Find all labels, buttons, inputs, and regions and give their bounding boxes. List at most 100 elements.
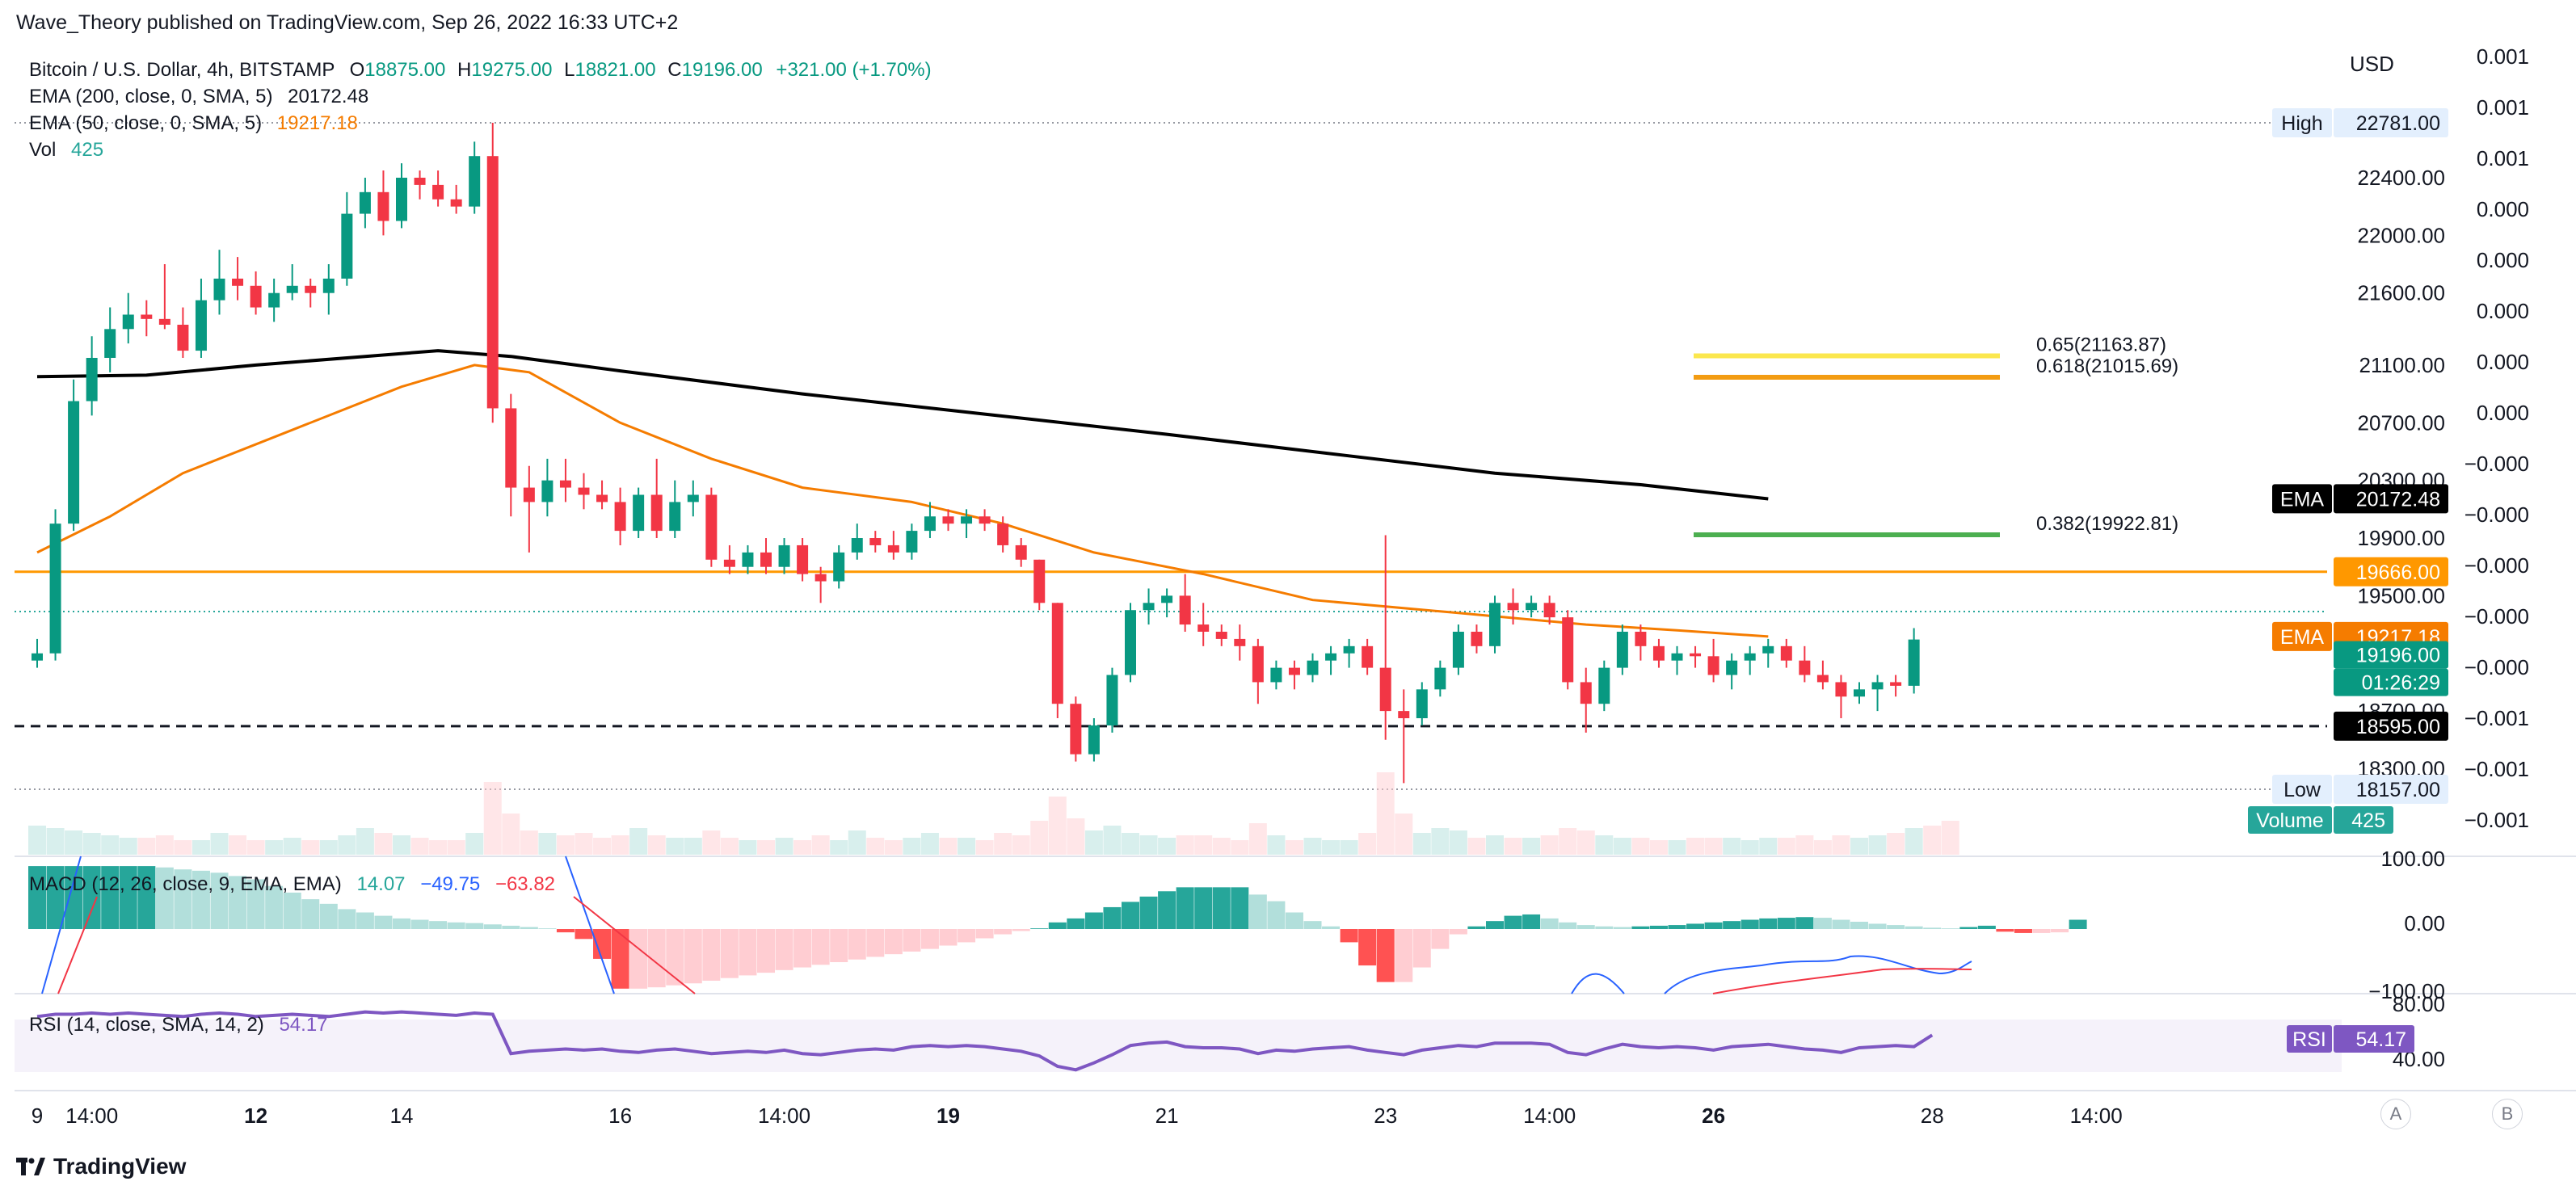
volume-bars bbox=[28, 772, 1959, 855]
time-tick: 16 bbox=[608, 1104, 632, 1128]
open-value: 18875.00 bbox=[364, 59, 445, 81]
macd-hist-bar bbox=[848, 929, 866, 960]
high-value: 19275.00 bbox=[471, 59, 552, 81]
auto-scale-button[interactable]: A bbox=[2380, 1099, 2411, 1129]
rsi-line bbox=[36, 1010, 1934, 1072]
countdown-tag: 01:26:29 bbox=[2362, 672, 2440, 695]
macd-hist-bar bbox=[229, 876, 247, 929]
candle-body bbox=[1143, 603, 1155, 611]
right-scale-tick: −0.000 bbox=[2464, 502, 2529, 527]
macd-hist-value: 14.07 bbox=[356, 873, 405, 895]
orange-level-tag-bg bbox=[2334, 557, 2448, 586]
candle-body bbox=[1652, 645, 1665, 661]
macd-hist-bar bbox=[429, 921, 448, 929]
ema200-line bbox=[36, 349, 1769, 501]
macd-hist-bar bbox=[1887, 925, 1905, 929]
candle-body bbox=[997, 523, 1009, 545]
price-tick: 19900.00 bbox=[2358, 526, 2445, 550]
macd-hist-bar bbox=[556, 929, 575, 933]
candle-body bbox=[1325, 653, 1337, 661]
macd-hist-bar bbox=[1668, 925, 1686, 929]
macd-hist-bar bbox=[28, 866, 46, 929]
low-tag-label-bg bbox=[2272, 775, 2332, 804]
volume-bar bbox=[958, 838, 976, 855]
high-tag-value: 22781.00 bbox=[2356, 112, 2440, 135]
candle-body bbox=[942, 516, 954, 524]
macd-hist-bar bbox=[65, 866, 83, 929]
candle-body bbox=[760, 552, 772, 567]
candle-body bbox=[1598, 667, 1610, 704]
price-tick: 19500.00 bbox=[2358, 583, 2445, 608]
right-scale-tick: −0.001 bbox=[2464, 706, 2529, 730]
candle-body bbox=[1434, 667, 1446, 690]
time-tick: 28 bbox=[1921, 1104, 1944, 1128]
macd-hist-bar bbox=[1012, 929, 1030, 931]
volume-bar bbox=[830, 840, 848, 855]
price-tick: 21600.00 bbox=[2358, 281, 2445, 305]
candle-body bbox=[1307, 660, 1319, 675]
volume-bar bbox=[1559, 828, 1577, 855]
right-scale-tick: 0.001 bbox=[2477, 95, 2529, 120]
macd-hist-bar bbox=[1395, 929, 1413, 982]
candle-body bbox=[1362, 645, 1374, 668]
macd-hist-bar bbox=[1212, 887, 1231, 929]
volume-bar bbox=[265, 840, 284, 855]
candle-body bbox=[377, 191, 389, 221]
right-scale-tick: −0.001 bbox=[2464, 808, 2529, 832]
brand-name: TradingView bbox=[53, 1154, 187, 1179]
volume-bar bbox=[1868, 835, 1887, 855]
volume-bar bbox=[1303, 838, 1322, 855]
macd-hist-bar bbox=[1231, 887, 1249, 929]
tradingview-brand[interactable]: TradingView bbox=[16, 1154, 186, 1179]
macd-hist-bar bbox=[1303, 921, 1322, 929]
macd-hist-bar bbox=[1340, 929, 1358, 943]
volume-bar bbox=[192, 840, 210, 855]
macd-hist-bar bbox=[647, 929, 666, 988]
candle-body bbox=[49, 523, 61, 654]
macd-hist-bar bbox=[1084, 912, 1103, 929]
candle-body bbox=[1088, 725, 1100, 755]
candle-body bbox=[1252, 645, 1264, 683]
macd-hist-bar bbox=[702, 929, 721, 981]
log-scale-button[interactable]: B bbox=[2492, 1099, 2523, 1129]
tradingview-logo-icon bbox=[16, 1158, 45, 1175]
macd-hist-bar bbox=[884, 929, 903, 955]
candle-body bbox=[213, 278, 225, 301]
volume-bar bbox=[1686, 838, 1705, 855]
volume-bar bbox=[1467, 838, 1486, 855]
volume-bar bbox=[283, 838, 301, 855]
candle-body bbox=[1835, 682, 1847, 697]
candle-body bbox=[1562, 617, 1574, 683]
candle-body bbox=[887, 544, 899, 553]
macd-hist-bar bbox=[465, 923, 484, 929]
volume-bar bbox=[1395, 814, 1413, 855]
horizontal-levels bbox=[15, 570, 2327, 728]
ema50-legend-value: 19217.18 bbox=[277, 112, 358, 134]
candle-body bbox=[1780, 645, 1792, 661]
volume-bar bbox=[1486, 835, 1504, 855]
time-tick: 19 bbox=[937, 1104, 960, 1128]
candle-body bbox=[414, 177, 426, 185]
macd-line bbox=[41, 856, 82, 994]
macd-hist-bar bbox=[174, 869, 192, 929]
volume-bar bbox=[483, 782, 502, 855]
macd-hist-bar bbox=[1759, 918, 1778, 929]
volume-bar bbox=[739, 840, 757, 855]
volume-bar bbox=[1832, 835, 1850, 855]
low-value: 18821.00 bbox=[575, 59, 656, 81]
rsi-tag-value-bg bbox=[2334, 1025, 2414, 1053]
candle-body bbox=[1908, 639, 1920, 686]
candle-body bbox=[1416, 689, 1428, 719]
volume-bar bbox=[1850, 838, 1868, 855]
candle-body bbox=[1762, 645, 1774, 654]
volume-bar bbox=[1103, 826, 1122, 855]
main-legend: Bitcoin / U.S. Dollar, 4h, BITSTAMP O188… bbox=[29, 52, 2394, 1036]
high-tag-label: High bbox=[2281, 112, 2322, 135]
volume-bar bbox=[82, 833, 101, 855]
volume-bar bbox=[301, 840, 320, 855]
macd-scale-tick: −100.00 bbox=[2368, 979, 2445, 1003]
macd-hist-bar bbox=[301, 899, 320, 929]
time-axis[interactable]: 9 14:00 12 14 16 14:00 19 21 23 14:00 26 28 14:00 bbox=[32, 1104, 2123, 1128]
candle-body bbox=[778, 544, 790, 567]
